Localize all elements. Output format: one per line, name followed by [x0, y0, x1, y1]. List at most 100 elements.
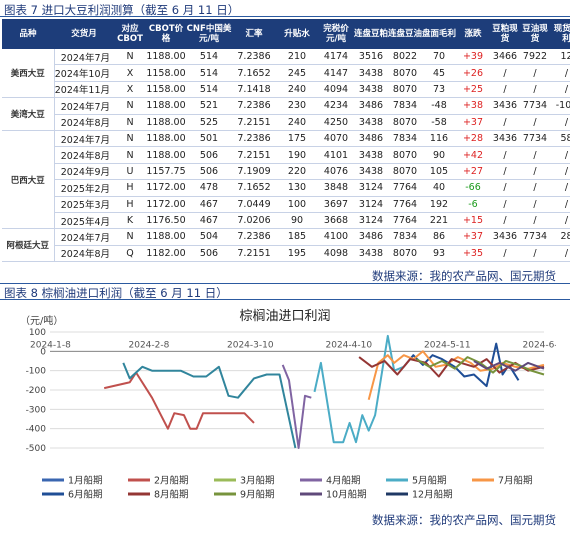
soybean-profit-table: 品种 交货月 对应CBOT CBOT价格 CNF中国美元/吨 汇率 升贴水 完税价元/吨 连盘豆…: [2, 19, 570, 263]
table-cell: N: [114, 228, 146, 246]
series-line: [367, 350, 545, 400]
column-header: 对应CBOT: [114, 19, 146, 49]
table-cell: 130: [276, 179, 318, 197]
table-cell: +15: [456, 212, 490, 230]
table-cell: 230: [276, 97, 318, 115]
table-cell: 506: [186, 146, 232, 164]
table-cell: 8070: [388, 146, 422, 164]
table-cell: +25: [456, 81, 490, 99]
table-cell: N: [114, 130, 146, 148]
table-cell: 4234: [318, 97, 354, 115]
table-cell: 58: [550, 130, 570, 148]
table-cell: 4101: [318, 146, 354, 164]
table-cell: -66: [456, 179, 490, 197]
table-cell: 501: [186, 130, 232, 148]
table-cell: 1182.00: [146, 245, 186, 263]
table-cell: -48: [422, 97, 456, 115]
table-cell: 7.2386: [232, 49, 276, 66]
table-cell: 90: [422, 146, 456, 164]
variety-cell: 美湾大豆: [2, 97, 55, 131]
table-cell: +42: [456, 146, 490, 164]
table-cell: 3438: [354, 245, 388, 263]
table-cell: H: [114, 196, 146, 213]
table-row: 2025年3月 H 1172.00 467 7.0449 100 3697 3124 7764 1…: [2, 196, 570, 213]
table-cell: +37: [456, 228, 490, 246]
table-cell: /: [520, 212, 550, 230]
table-cell: 190: [276, 146, 318, 164]
x-tick-label: 2024-5-11: [424, 340, 471, 350]
y-tick-label: -200: [26, 386, 47, 396]
table-row: 美西大豆 2024年7月 N 1188.00 514 7.2386 210 4174 3516 8…: [2, 49, 570, 99]
table-cell: /: [550, 212, 570, 230]
table-cell: X: [114, 81, 146, 99]
table-cell: 506: [186, 163, 232, 181]
table-cell: 240: [276, 114, 318, 131]
table-cell: 2024年7月: [54, 228, 114, 246]
table-cell: /: [520, 146, 550, 164]
table-cell: /: [550, 196, 570, 213]
table-cell: 73: [422, 81, 456, 99]
legend-label: 12月船期: [412, 489, 453, 501]
table-cell: 1188.00: [146, 146, 186, 164]
table-cell: 3438: [354, 81, 388, 99]
table-cell: 2024年8月: [54, 245, 114, 263]
table-cell: /: [490, 179, 520, 197]
table-cell: 8070: [388, 81, 422, 99]
table-cell: 4070: [318, 130, 354, 148]
legend-label: 7月船期: [498, 475, 533, 487]
table-cell: 514: [186, 49, 232, 66]
table-cell: 8070: [388, 114, 422, 131]
table-cell: +35: [456, 245, 490, 263]
table-row: 美湾大豆 2024年7月 N 1188.00 521 7.2386 230 4234 3486 7…: [2, 97, 570, 131]
table-cell: /: [550, 179, 570, 197]
column-header: CBOT价格: [146, 19, 186, 49]
table-cell: 28: [550, 228, 570, 246]
table-cell: 7834: [388, 130, 422, 148]
table-cell: 514: [186, 81, 232, 99]
figure8-caption: 图表 8 棕榈油进口利润（截至 6 月 11 日）: [4, 286, 228, 300]
table-cell: 240: [276, 81, 318, 99]
table-cell: /: [490, 196, 520, 213]
table-cell: 192: [422, 196, 456, 213]
table-row: 巴西大豆 2024年7月 N 1188.00 501 7.2386 175 4070 3486 7…: [2, 130, 570, 230]
table-cell: 2024年10月: [54, 64, 114, 82]
table-cell: 7.2386: [232, 97, 276, 115]
table-cell: /: [490, 114, 520, 131]
table-cell: 7.2386: [232, 130, 276, 148]
table-cell: 3124: [354, 212, 388, 230]
table-cell: +38: [456, 97, 490, 115]
table-cell: 2024年8月: [54, 146, 114, 164]
table-cell: 478: [186, 179, 232, 197]
table-cell: 4094: [318, 81, 354, 99]
table-cell: N: [114, 146, 146, 164]
table-cell: /: [490, 64, 520, 82]
table-cell: 3486: [354, 97, 388, 115]
x-tick-label: 2024-4-10: [326, 340, 373, 350]
table-cell: 1188.00: [146, 130, 186, 148]
table-cell: 467: [186, 212, 232, 230]
table-row: 2024年8月 N 1188.00 506 7.2151 190 4101 3438 8070 9…: [2, 146, 570, 164]
table-cell: 116: [422, 130, 456, 148]
table-cell: 3436: [490, 228, 520, 246]
column-header: 品种: [2, 19, 54, 49]
caption-rule: [0, 283, 570, 284]
figure8-source: 数据来源：我的农产品网、国元期货: [372, 513, 556, 527]
table-cell: 4076: [318, 163, 354, 181]
caption-rule: [0, 299, 570, 300]
series-line: [358, 356, 545, 378]
caption-rule: [0, 16, 570, 17]
table-cell: 3124: [354, 196, 388, 213]
table-cell: +39: [456, 49, 490, 66]
table-cell: 3697: [318, 196, 354, 213]
table-cell: 1188.00: [146, 49, 186, 66]
series-line: [313, 334, 405, 444]
table-cell: 7.2151: [232, 245, 276, 263]
table-cell: /: [550, 81, 570, 99]
legend-label: 6月船期: [68, 489, 103, 501]
x-tick-label: 2024-3-10: [227, 340, 274, 350]
legend-label: 10月船期: [326, 489, 367, 501]
table-cell: 2025年2月: [54, 179, 114, 197]
table-row: 2024年11月 X 1158.00 514 7.1418 240 4094 3438 8070…: [2, 81, 570, 99]
table-cell: 7764: [388, 212, 422, 230]
table-cell: 1176.50: [146, 212, 186, 230]
